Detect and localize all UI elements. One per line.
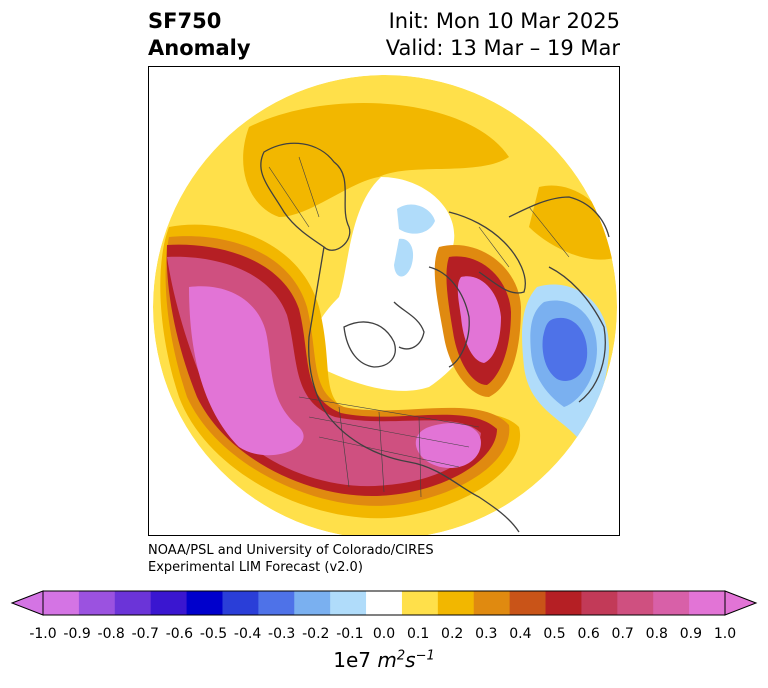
colorbar-tick-label: 0.9 (679, 626, 703, 642)
credit-text: NOAA/PSL and University of Colorado/CIRE… (148, 542, 434, 576)
colorbar-cell (689, 591, 726, 615)
colorbar-tick-label: 0.3 (475, 626, 498, 642)
map-panel (148, 66, 620, 536)
unit-exp-1: 2 (396, 648, 406, 664)
colorbar-cell (617, 591, 654, 615)
colorbar-cell (222, 591, 259, 615)
colorbar-ticks: -1.0 -0.9 -0.8 -0.7 -0.6 -0.5 -0.4 -0.3 -0.2 -0.1… (0, 626, 768, 646)
unit-m: m (377, 648, 397, 672)
colorbar-tick-label: 0.6 (577, 626, 600, 642)
colorbar-tick-label: -0.2 (302, 626, 330, 642)
colorbar-cell (545, 591, 582, 615)
positive-core-eastern-us (415, 423, 481, 469)
colorbar-cell (114, 591, 152, 615)
colorbar-tick-label: -1.0 (29, 626, 57, 642)
colorbar-cell (186, 591, 223, 615)
colorbar-tick-label: -0.1 (336, 626, 364, 642)
anomaly-map (153, 75, 617, 535)
unit-scale: 1e7 (333, 648, 378, 672)
colorbar-tick-label: -0.4 (233, 626, 262, 642)
colorbar-extend-right (724, 590, 758, 616)
positive-core-europe (457, 276, 501, 363)
map-title-left: SF750 Anomaly (148, 8, 251, 62)
unit-exp-2: −1 (415, 648, 435, 664)
variable-name: SF750 (148, 9, 222, 33)
colorbar-unit-label: 1e7 m2s−1 (0, 648, 768, 672)
colorbar-outline (42, 590, 726, 616)
colorbar-cell (258, 591, 295, 615)
positive-core-pacific (189, 286, 304, 456)
colorbar-cell (581, 591, 618, 615)
colorbar-cell (330, 591, 367, 615)
map-title-right: Init: Mon 10 Mar 2025 Valid: 13 Mar – 19… (386, 8, 620, 62)
colorbar-tick-label: -0.6 (165, 626, 194, 642)
colorbar-cell (43, 591, 80, 615)
colorbar-cell (401, 591, 439, 615)
variable-type: Anomaly (148, 36, 251, 60)
colorbar-cell (78, 591, 116, 615)
valid-range: Valid: 13 Mar – 19 Mar (385, 36, 620, 60)
negative-core-middle-east (542, 317, 588, 381)
colorbar-tick-label: 0.5 (543, 626, 566, 642)
borders (268, 156, 570, 498)
colorbar-cell (294, 591, 331, 615)
colorbar-cell (653, 591, 690, 615)
colorbar (10, 590, 758, 616)
colorbar-cells (43, 591, 726, 615)
unit-s: s (405, 648, 416, 672)
colorbar-tick-label: -0.9 (63, 626, 91, 642)
credit-line-1: NOAA/PSL and University of Colorado/CIRE… (148, 543, 434, 558)
colorbar-tick-label: 0.7 (611, 626, 634, 642)
credit-line-2: Experimental LIM Forecast (v2.0) (148, 560, 363, 575)
colorbar-cell (509, 591, 547, 615)
colorbar-cell (473, 591, 511, 615)
colorbar-tick-label: -0.5 (199, 626, 228, 642)
negative-arctic (397, 204, 435, 234)
colorbar-tick-label: -0.8 (97, 626, 125, 642)
colorbar-tick-label: 0.4 (509, 626, 532, 642)
colorbar-extend-left (10, 590, 44, 616)
colorbar-cell (150, 591, 188, 615)
positive-band-siberia (529, 185, 617, 260)
init-date: Init: Mon 10 Mar 2025 (388, 9, 620, 33)
colorbar-cell (437, 591, 475, 615)
coastlines (260, 142, 610, 533)
colorbar-tick-label: 0.2 (441, 626, 464, 642)
colorbar-tick-label: 0.8 (645, 626, 668, 642)
colorbar-cell (366, 591, 403, 615)
colorbar-tick-label: 0.0 (372, 626, 396, 642)
colorbar-tick-label: 1.0 (713, 626, 737, 642)
colorbar-tick-label: 0.1 (406, 626, 430, 642)
colorbar-tick-label: -0.7 (131, 626, 159, 642)
colorbar-tick-label: -0.3 (268, 626, 296, 642)
negative-scandinavia (394, 238, 414, 277)
